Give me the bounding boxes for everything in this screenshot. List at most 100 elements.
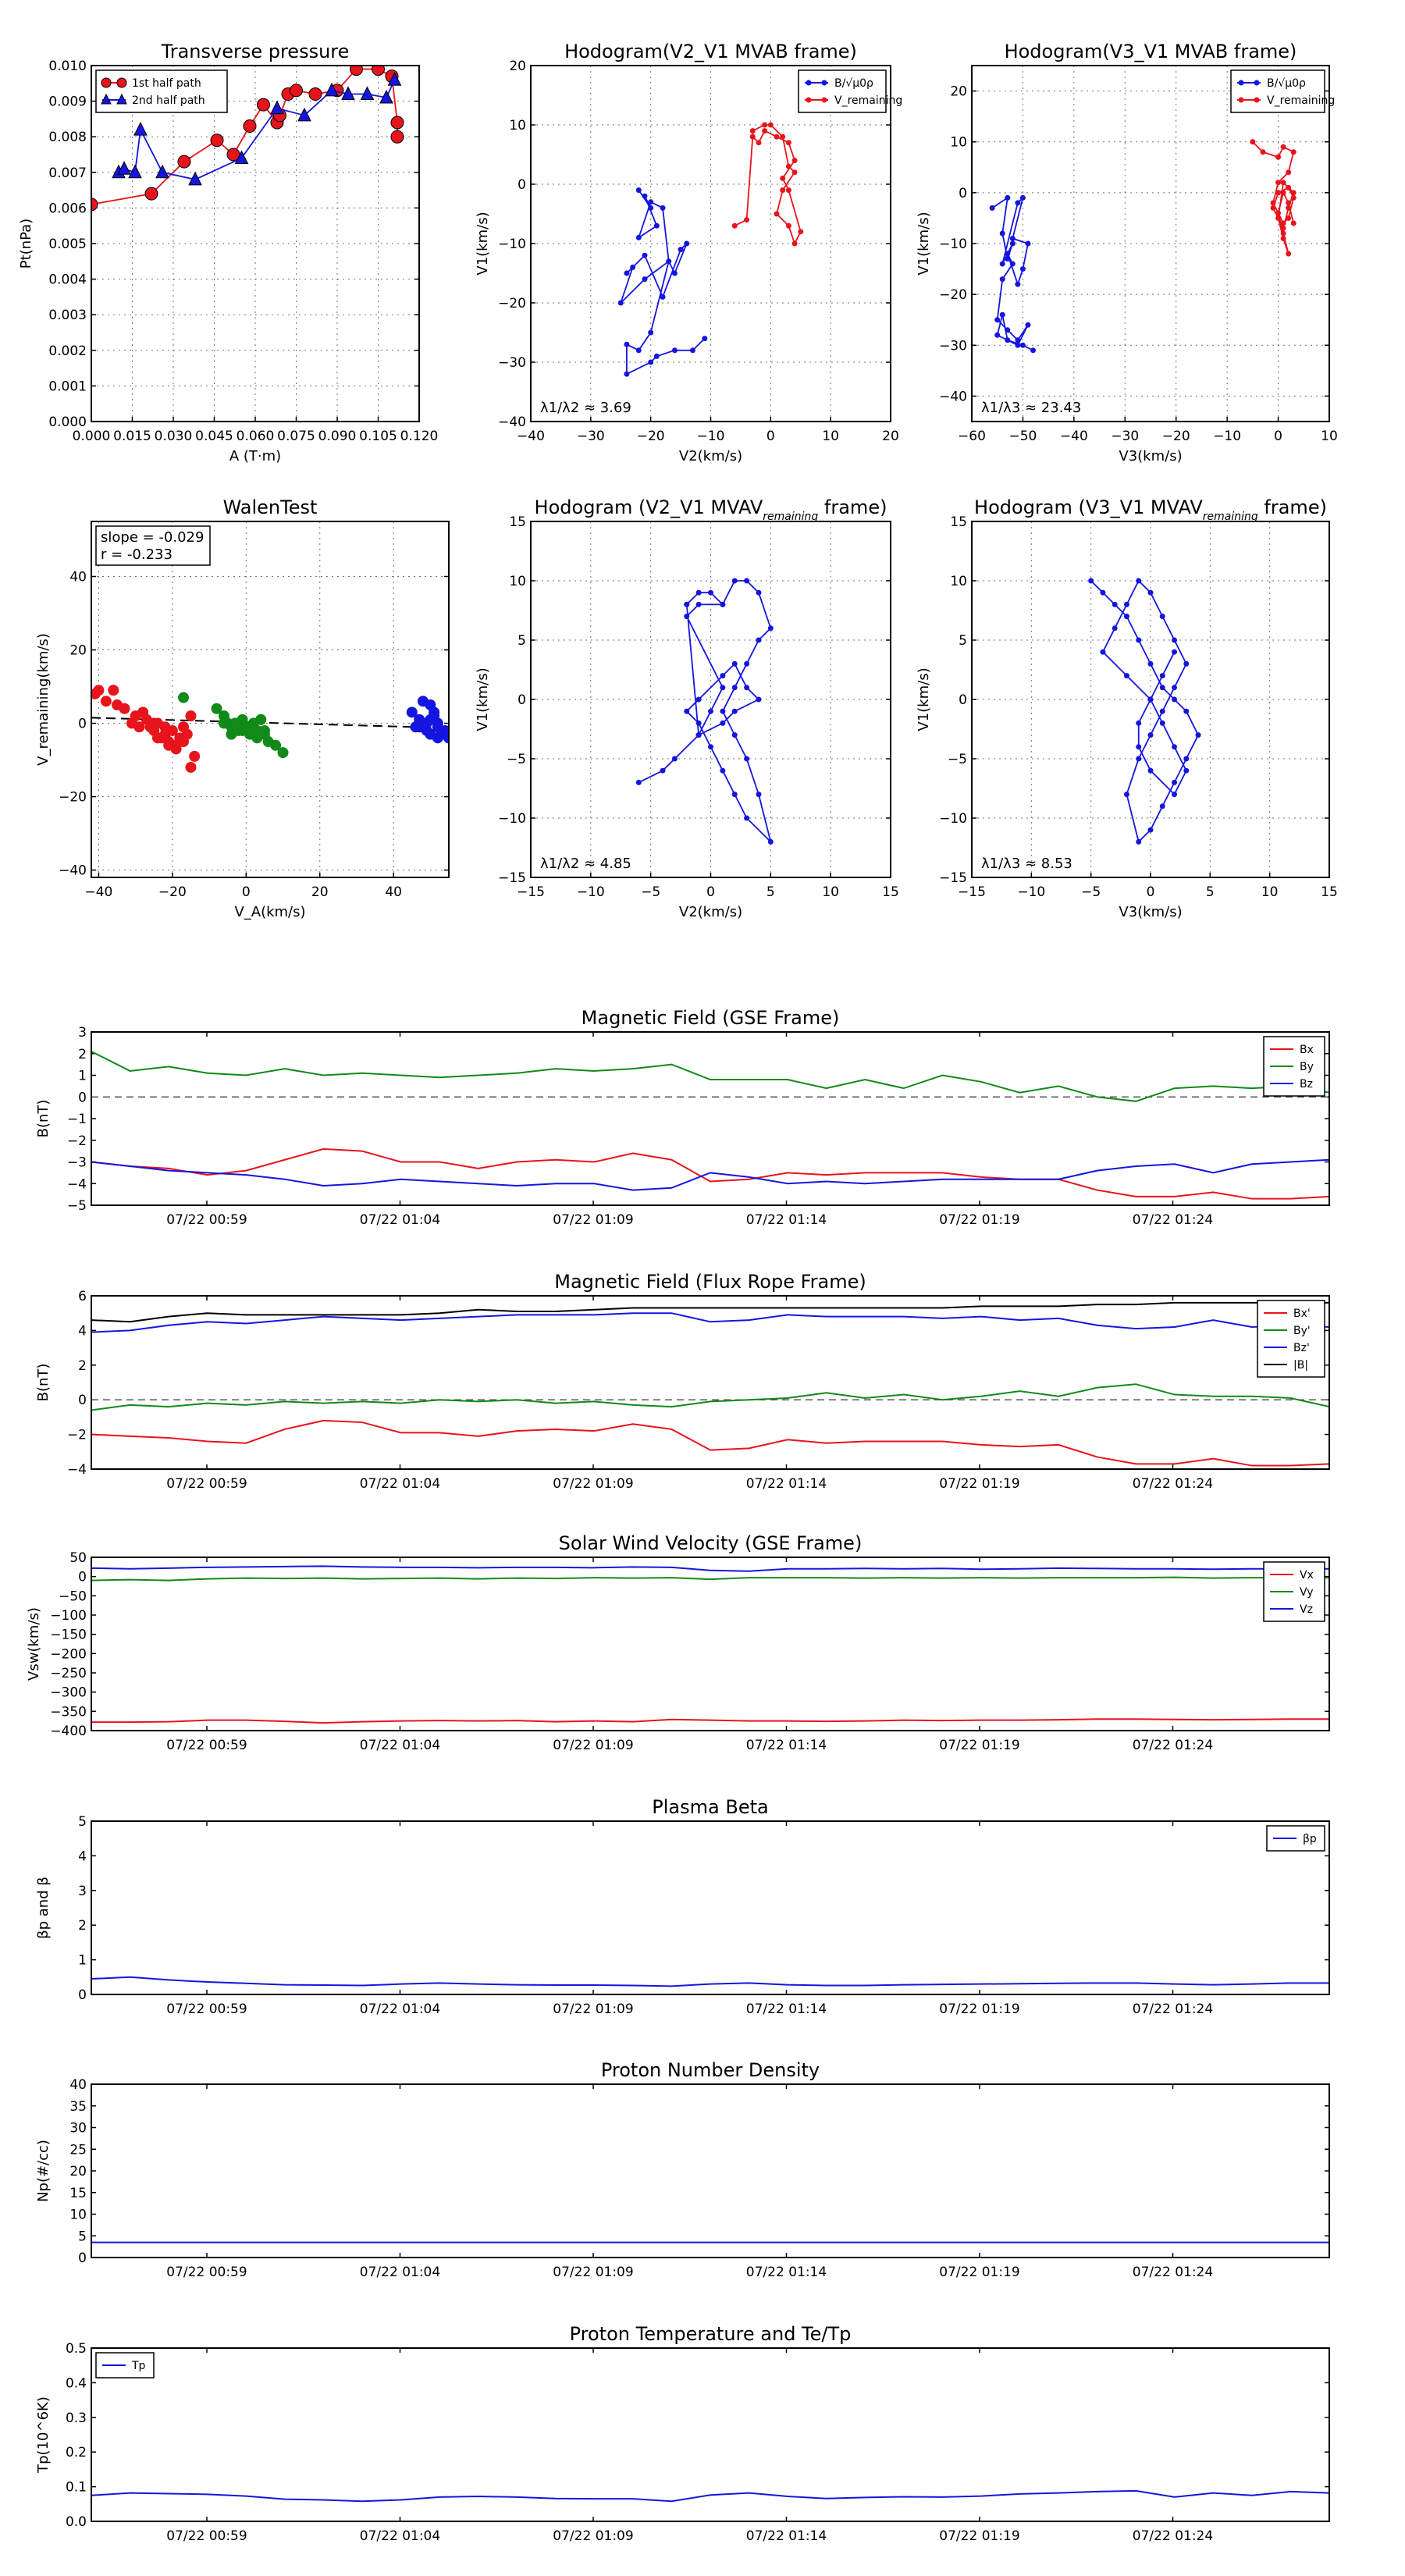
ratio-annotation: λ1/λ3 ≈ 8.53 (981, 856, 1072, 872)
y-tick-label: 0.008 (48, 130, 87, 145)
data-point (791, 169, 798, 176)
x-tick-label: 07/22 01:24 (1133, 2528, 1213, 2544)
data-point (660, 767, 666, 774)
data-point (762, 122, 768, 128)
chart-beta: Plasma Beta 0 1 2 3 4 5 07/22 00:59 07/22 01:04 0… (35, 1796, 1330, 2017)
plot-frame (971, 521, 1330, 878)
data-point (1005, 251, 1011, 257)
data-point (702, 336, 708, 342)
x-tick-label: 07/22 01:19 (939, 2528, 1019, 2544)
y-tick-label: 30 (69, 2121, 87, 2137)
x-tick-label: 07/22 01:24 (1133, 1212, 1213, 1228)
data-point (684, 240, 690, 247)
series-1 (91, 1383, 1329, 1411)
y-tick-label: 10 (69, 2208, 87, 2223)
series-0 (91, 1147, 1329, 1200)
data-point (1286, 251, 1292, 257)
x-tick-label: 07/22 01:19 (939, 1476, 1019, 1492)
chart-title: Hodogram(V2_V1 MVAB frame) (564, 41, 857, 62)
data-point (791, 240, 798, 247)
y-tick-label: 0.0 (66, 2514, 87, 2530)
y-axis-label: V1(km/s) (475, 212, 491, 275)
data-point (780, 133, 786, 140)
x-axis-label: V3(km/s) (1119, 904, 1182, 920)
y-tick-label: 20 (509, 59, 526, 74)
data-point (270, 100, 284, 115)
y-tick-label: 0 (78, 1570, 87, 1585)
data-point (1100, 649, 1106, 655)
legend-label: Bz' (1293, 1342, 1310, 1354)
data-point (635, 347, 642, 354)
x-tick-label: 0 (1274, 429, 1282, 444)
data-point (406, 706, 418, 718)
x-tick-label: −60 (958, 429, 986, 444)
series-line (91, 1565, 1329, 1572)
y-tick-label: 0.009 (48, 94, 87, 110)
data-point (720, 601, 726, 607)
data-point (731, 732, 738, 738)
x-tick-label: −20 (158, 884, 187, 900)
y-tick-label: −5 (67, 1198, 87, 1214)
y-tick-label: −200 (50, 1646, 87, 1662)
data-point (1260, 149, 1266, 155)
data-point (774, 133, 780, 140)
y-tick-label: −100 (50, 1608, 87, 1624)
data-point (695, 696, 702, 703)
x-tick-label: 10 (1321, 429, 1338, 444)
y-tick-label: 0.3 (66, 2411, 87, 2426)
data-point (666, 258, 672, 265)
x-tick-label: −15 (517, 884, 545, 900)
data-point (390, 130, 404, 144)
chart-title: Proton Temperature and Te/Tp (570, 2323, 852, 2345)
y-tick-label: −5 (507, 752, 526, 767)
data-point (148, 717, 160, 729)
series-0 (91, 685, 201, 773)
plot-frame (91, 521, 450, 878)
y-tick-label: −2 (67, 1428, 87, 1443)
x-tick-label: 0.030 (155, 429, 193, 444)
chart-mag_gse: Magnetic Field (GSE Frame) −5 −4 −3 −2 −1 0 1 2 3… (35, 1007, 1330, 1228)
y-tick-label: 15 (69, 2186, 87, 2201)
x-tick-label: 07/22 00:59 (166, 1476, 247, 1492)
data-point (1275, 180, 1282, 186)
x-tick-label: −10 (577, 884, 605, 900)
data-point (257, 98, 270, 112)
plot-frame (91, 1820, 1330, 1995)
series-line (91, 1576, 1329, 1582)
data-point (1112, 625, 1118, 632)
data-point (749, 128, 756, 134)
y-axis-label: Np(#/cc) (35, 2140, 52, 2202)
data-point (720, 767, 726, 774)
legend-label: βp (1303, 1833, 1317, 1845)
series-line (91, 1976, 1329, 1987)
chart-title: Transverse pressure (161, 41, 350, 62)
data-point (1280, 220, 1286, 226)
series-line (1252, 141, 1295, 254)
data-point (660, 205, 666, 211)
series-0 (91, 1976, 1329, 1987)
data-point (1123, 792, 1129, 798)
y-tick-label: 0.4 (66, 2375, 87, 2391)
chart-title: WalenTest (223, 496, 318, 518)
y-tick-label: −15 (939, 870, 967, 886)
y-tick-label: 0 (518, 177, 526, 193)
series-line (91, 1419, 1329, 1467)
data-point (1172, 744, 1178, 750)
data-point (417, 696, 429, 707)
x-tick-label: 0.120 (400, 429, 439, 444)
x-tick-label: 0.045 (195, 429, 233, 444)
data-point (756, 792, 762, 798)
data-point (774, 211, 780, 217)
chart-np: Proton Number Density 0 5 10 15 20 25 30 35 40 07/… (35, 2059, 1330, 2280)
y-tick-label: 0 (518, 692, 526, 708)
data-point (1123, 614, 1129, 620)
data-point (1015, 281, 1021, 287)
data-point (387, 72, 402, 86)
y-tick-label: 0.004 (48, 272, 87, 288)
legend-marker (821, 80, 827, 86)
y-tick-label: −50 (59, 1589, 87, 1604)
data-point (1270, 200, 1276, 206)
legend-marker (806, 97, 812, 103)
data-point (91, 197, 98, 212)
